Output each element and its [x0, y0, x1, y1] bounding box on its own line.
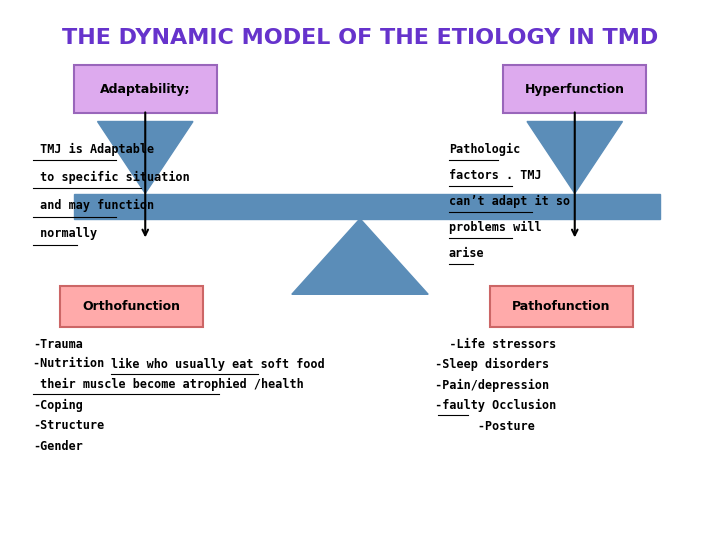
Text: their muscle become atrophied /health: their muscle become atrophied /health: [33, 378, 304, 391]
Text: -Gender: -Gender: [33, 440, 83, 453]
Text: Pathofunction: Pathofunction: [512, 300, 611, 313]
FancyBboxPatch shape: [503, 65, 647, 113]
Text: problems will: problems will: [449, 221, 541, 234]
Text: -Nutrition: -Nutrition: [33, 357, 111, 370]
Text: Orthofunction: Orthofunction: [83, 300, 181, 313]
FancyBboxPatch shape: [490, 286, 633, 327]
Text: -Structure: -Structure: [33, 419, 104, 432]
Text: Adaptability;: Adaptability;: [100, 83, 191, 96]
Text: -Sleep disorders: -Sleep disorders: [428, 358, 549, 371]
FancyBboxPatch shape: [73, 65, 217, 113]
Text: like who usually eat soft food: like who usually eat soft food: [111, 357, 325, 370]
Text: -Coping: -Coping: [33, 399, 83, 411]
FancyBboxPatch shape: [73, 194, 660, 219]
Text: normally: normally: [33, 227, 97, 240]
Text: Hyperfunction: Hyperfunction: [525, 83, 625, 96]
Polygon shape: [97, 122, 193, 193]
Text: and may function: and may function: [33, 199, 154, 212]
Text: -faulty Occlusion: -faulty Occlusion: [428, 399, 557, 412]
Text: TMJ is Adaptable: TMJ is Adaptable: [33, 143, 154, 156]
Polygon shape: [527, 122, 623, 193]
Text: can’t adapt it so: can’t adapt it so: [449, 195, 570, 208]
FancyBboxPatch shape: [60, 286, 203, 327]
Text: to specific situation: to specific situation: [33, 171, 189, 184]
Text: -Pain/depression: -Pain/depression: [428, 379, 549, 392]
Text: factors . TMJ: factors . TMJ: [449, 169, 541, 182]
Text: -Posture: -Posture: [428, 420, 535, 433]
Text: Pathologic: Pathologic: [449, 143, 520, 156]
Text: arise: arise: [449, 247, 485, 260]
Text: THE DYNAMIC MODEL OF THE ETIOLOGY IN TMD: THE DYNAMIC MODEL OF THE ETIOLOGY IN TMD: [62, 28, 658, 48]
Polygon shape: [292, 219, 428, 294]
Text: -Trauma: -Trauma: [33, 338, 83, 350]
Text: -Life stressors: -Life stressors: [428, 338, 557, 350]
